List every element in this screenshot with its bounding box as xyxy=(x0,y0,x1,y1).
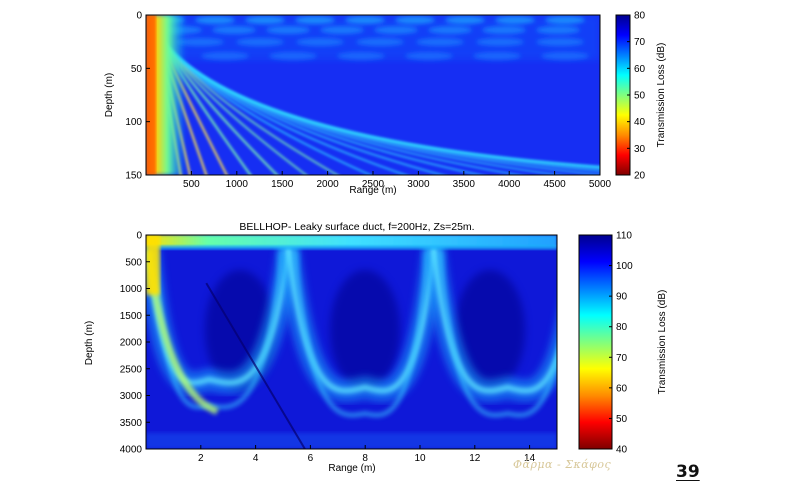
x-tick-label: 4000 xyxy=(498,179,521,190)
colorbar-tick-label: 80 xyxy=(616,322,628,333)
heatmap-1 xyxy=(146,15,600,175)
x-tick-label: 8 xyxy=(362,453,368,464)
bottom-band xyxy=(146,432,557,449)
colorbar-tick-label: 90 xyxy=(616,292,628,303)
x-tick-label: 3500 xyxy=(453,179,476,190)
surface-lobe xyxy=(476,38,524,46)
surface-lobe xyxy=(201,52,249,60)
slide-number: 39 xyxy=(676,462,700,482)
x-tick-label: 500 xyxy=(183,179,200,190)
convergence-arcs xyxy=(146,246,557,449)
surface-lobe xyxy=(482,26,526,34)
x-tick-label: 1000 xyxy=(226,179,249,190)
y-tick-label: 0 xyxy=(136,11,142,22)
x-tick-label: 2000 xyxy=(316,179,339,190)
colorbar-tick-label: 110 xyxy=(616,231,632,242)
surface-lobe xyxy=(212,26,256,34)
watermark-signature: Φάρμα - Σκάφος xyxy=(513,458,612,471)
surface-lobe xyxy=(195,16,235,24)
surface-lobe xyxy=(536,38,584,46)
surface-lobe xyxy=(395,16,435,24)
y-tick-label: 150 xyxy=(125,171,142,182)
surface-lobe xyxy=(345,16,385,24)
surface-lobe xyxy=(428,26,472,34)
x-tick-label: 3000 xyxy=(407,179,430,190)
colorbar-label-1: Transmission Loss (dB) xyxy=(656,43,667,148)
surface-lobe xyxy=(236,38,284,46)
colorbar-ticks-1: 80 70 60 50 40 30 20 xyxy=(627,11,646,182)
y-tick-label: 100 xyxy=(125,117,142,128)
colorbar-tick-label: 40 xyxy=(616,445,628,456)
colorbar-2 xyxy=(578,234,613,450)
colorbar-tick-label: 40 xyxy=(634,117,646,128)
x-tick-label: 12 xyxy=(469,453,481,464)
colorbar-label-2: Transmission Loss (dB) xyxy=(657,290,668,395)
colorbar-tick-label: 20 xyxy=(634,171,646,182)
surface-lobe xyxy=(295,16,335,24)
colorbar-tick-label: 80 xyxy=(634,11,646,22)
y-tick-label: 1500 xyxy=(120,311,143,322)
surface-lobe xyxy=(536,26,580,34)
y-tick-label: 0 xyxy=(136,231,142,242)
surface-lobe xyxy=(541,52,589,60)
surface-lobe xyxy=(296,38,344,46)
surface-lobe xyxy=(445,16,485,24)
x-tick-label: 2500 xyxy=(362,179,385,190)
surface-lobe xyxy=(245,16,285,24)
shadow-line xyxy=(205,282,306,449)
colorbar-tick-label: 60 xyxy=(616,383,628,394)
surface-lobe xyxy=(337,52,385,60)
surface-lobe xyxy=(495,16,535,24)
surface-lobe xyxy=(473,52,521,60)
x-axis-label-2: Range (m) xyxy=(328,463,375,474)
x-tick-label: 4500 xyxy=(543,179,566,190)
x-tick-label: 1500 xyxy=(271,179,294,190)
y-axis-label-2: Depth (m) xyxy=(84,321,95,365)
x-tick-label: 5000 xyxy=(589,179,612,190)
colorbar-tick-label: 70 xyxy=(616,353,628,364)
colorbar-tick-label: 50 xyxy=(616,414,628,425)
x-tick-label: 4 xyxy=(253,453,259,464)
convergence-arc-inner xyxy=(291,248,431,418)
colorbar-tick-label: 50 xyxy=(634,91,646,102)
x-tick-label: 14 xyxy=(524,453,536,464)
y-tick-label: 1000 xyxy=(120,284,143,295)
panel-2: BELLHOP- Leaky surface duct, f=200Hz, Zs… xyxy=(84,221,668,474)
colorbar-tick-label: 100 xyxy=(616,261,633,272)
y-tick-label: 2000 xyxy=(120,338,143,349)
surface-lobe xyxy=(405,52,453,60)
colorbar-tick-label: 30 xyxy=(634,144,646,155)
x-tick-label: 2 xyxy=(198,453,204,464)
colorbar-tick-label: 60 xyxy=(634,64,646,75)
y-tick-label: 3500 xyxy=(120,418,143,429)
y-tick-label: 500 xyxy=(125,257,142,268)
x-axis-label-1: Range (m) xyxy=(349,185,396,196)
surface-lobe xyxy=(320,26,364,34)
surface-lobe xyxy=(545,16,585,24)
y-tick-label: 3000 xyxy=(120,391,143,402)
x-tick-label: 10 xyxy=(414,453,426,464)
colorbar-ticks-2: 110 100 90 80 70 60 50 40 xyxy=(609,231,633,456)
x-tick-label: 6 xyxy=(308,453,314,464)
y-tick-label: 4000 xyxy=(120,445,143,456)
surface-lobe xyxy=(176,38,224,46)
axes-2: 2 4 6 8 10 12 14 0 500 1000 1500 2000 2500 3000 3500 40… xyxy=(120,231,536,465)
surface-lobe xyxy=(266,26,310,34)
heatmap-2 xyxy=(146,235,557,449)
y-tick-label: 50 xyxy=(131,64,143,75)
y-axis-label-1: Depth (m) xyxy=(104,73,115,117)
convergence-arc-inner xyxy=(437,248,557,418)
surface-lobe xyxy=(269,52,317,60)
colorbar-tick-label: 70 xyxy=(634,37,646,48)
panel-1: 500 1000 1500 2000 2500 3000 3500 4000 4500 5000 0… xyxy=(104,11,667,197)
chart-title-2: BELLHOP- Leaky surface duct, f=200Hz, Zs… xyxy=(239,221,474,233)
surface-lobe xyxy=(374,26,418,34)
axes-1: 500 1000 1500 2000 2500 3000 3500 4000 4500 5000 0… xyxy=(125,11,611,191)
surface-lobe xyxy=(356,38,404,46)
surface-lobe xyxy=(416,38,464,46)
y-tick-label: 2500 xyxy=(120,364,143,375)
